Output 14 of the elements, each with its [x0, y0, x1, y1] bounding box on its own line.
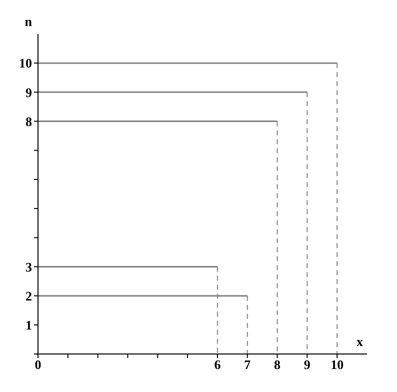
y-tick-label: 2 [26, 288, 32, 304]
y-tick-label: 3 [26, 259, 32, 274]
y-axis-title: n [24, 14, 33, 29]
x-tick-label: 7 [244, 357, 252, 372]
x-tick-label: 10 [330, 357, 344, 372]
x-tick-label: 9 [304, 357, 311, 372]
x-tick-label: 8 [274, 357, 282, 372]
x-tick-label: 0 [34, 357, 42, 372]
y-tick-label: 10 [19, 56, 32, 71]
y-tick-label: 9 [26, 84, 32, 100]
y-tick-label: 1 [26, 318, 32, 333]
x-axis-title: x [356, 334, 364, 349]
y-tick-label: 8 [26, 114, 32, 129]
x-tick-label: 6 [214, 357, 222, 372]
